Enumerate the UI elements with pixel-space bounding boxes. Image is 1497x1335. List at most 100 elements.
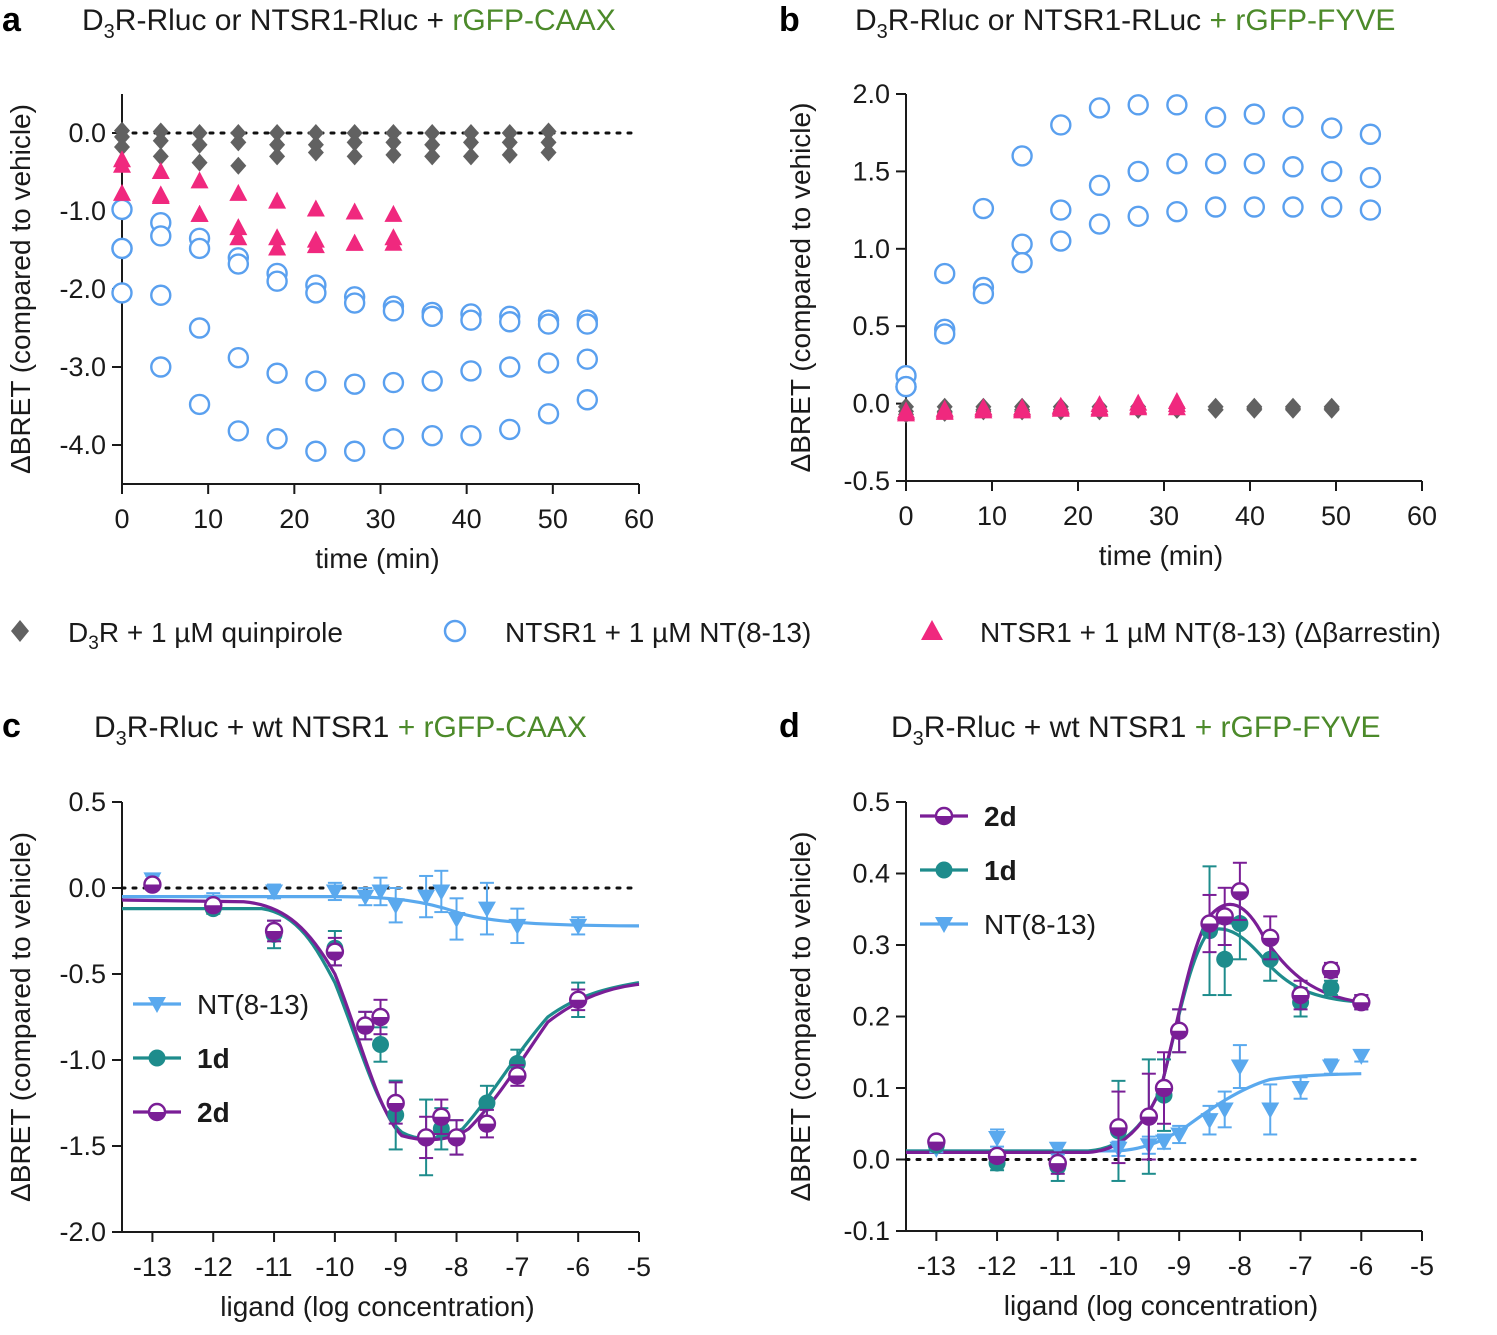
panel-c-x-tick-label: -9 (384, 1252, 408, 1282)
panel-a-y-tick-label: 0.0 (68, 118, 106, 148)
panel-a-point (229, 218, 248, 236)
panel-d-point (1352, 993, 1371, 1012)
panel-a-point (343, 440, 366, 462)
panel-a-point (537, 352, 560, 374)
panel-c-y-tick-label: -2.0 (59, 1217, 106, 1247)
panel-b-point (1282, 106, 1304, 128)
panel-d-point-fill (1216, 916, 1233, 925)
panel-c-point-fill (448, 1137, 465, 1146)
panel-d-x-tick-label: -13 (917, 1251, 956, 1281)
panel-c-point (477, 1114, 497, 1133)
panel-c-point-fill (509, 1075, 526, 1084)
panel-a-point (305, 440, 327, 462)
panel-a-point (343, 373, 366, 395)
panel-d-point-fill (1140, 1116, 1157, 1125)
panel-b-point (1204, 152, 1227, 175)
panel-a-point (188, 237, 211, 260)
panel-b-point (1050, 199, 1072, 221)
panel-a-point (150, 356, 172, 378)
panel-b-series-circle-open (895, 94, 1382, 398)
panel-d-point-fill (1201, 923, 1218, 932)
panel-d-point (1169, 1021, 1189, 1041)
panel-a-point (537, 313, 560, 335)
panel-d-legend: 2d 1d NT(8-13) (920, 801, 1096, 940)
panel-d-y-tick-label: 0.4 (852, 859, 890, 889)
panel-c-x-tick-label: -7 (505, 1252, 529, 1282)
panel-b-point (1090, 399, 1109, 417)
panel-d-point-fill (1353, 1002, 1370, 1011)
panel-b-point (1129, 398, 1148, 416)
panel-b-point (972, 197, 995, 220)
panel-a-point (382, 428, 405, 450)
panel-c-point (417, 889, 436, 906)
panel-d-point (1139, 1107, 1159, 1126)
panel-d-x-tick-label: -9 (1167, 1251, 1191, 1281)
panel-d-point (1215, 1102, 1234, 1119)
panel-a-point (113, 183, 131, 201)
panel-d-point-fill (1231, 891, 1248, 900)
panel-d-point (1200, 914, 1219, 933)
panel-a-x-axis-label: time (min) (315, 543, 439, 574)
panel-b-point (1285, 400, 1301, 419)
panel-a-point (346, 124, 363, 142)
panel-a-chart: 0.0 -1.0 -2.0 -3.0 -4.0 0 10 20 30 40 50 60 time (mi… (5, 94, 654, 574)
panel-c-point (447, 911, 466, 928)
panel-b-point (1320, 117, 1343, 139)
panel-d-y-tick-label: 0.1 (852, 1073, 890, 1103)
panel-d-point (987, 1146, 1007, 1166)
panel-b-point (1088, 213, 1111, 235)
panel-c-point-fill (357, 1025, 374, 1034)
panel-a-point (111, 237, 133, 260)
panel-d-point-fill (1110, 1127, 1127, 1136)
panel-d-point (1155, 1134, 1173, 1151)
panel-c-point (432, 884, 451, 901)
panel-a-y-tick-label: -4.0 (59, 430, 106, 460)
panel-c-point (265, 884, 284, 901)
panel-d-point (1321, 960, 1341, 980)
panel-d-point (1048, 1141, 1067, 1158)
panel-a-point (460, 309, 482, 331)
panel-a-point (266, 270, 288, 292)
panel-d-y-tick-label: 0.0 (852, 1145, 890, 1175)
panel-c-point (568, 990, 588, 1009)
panel-a-point (346, 147, 363, 166)
panel-d-point (1230, 1059, 1249, 1076)
legend-ntsr1-label: NTSR1 + 1 µM NT(8-13) (505, 617, 811, 648)
panel-d-x-tick-label: -5 (1410, 1251, 1434, 1281)
panel-a-point (150, 284, 172, 306)
panel-b-point (1011, 233, 1033, 255)
panel-c-series-2d (143, 875, 588, 1160)
panel-a-point (540, 143, 557, 162)
panel-b-x-tick-label: 30 (1149, 501, 1179, 531)
panel-a-x-tick-label: 10 (193, 504, 223, 534)
panel-a-point (268, 191, 287, 209)
panel-d-x-tick-label: -6 (1349, 1251, 1373, 1281)
panel-b-y-tick-label: -0.5 (843, 466, 890, 496)
panel-d-x-tick-label: -10 (1099, 1251, 1138, 1281)
panel-b-point (1320, 160, 1343, 183)
panel-b-y-tick-label: 1.0 (852, 234, 890, 264)
panel-a-y-tick-label: -1.0 (59, 196, 106, 226)
panel-a-point (462, 147, 479, 166)
panel-d-point-fill (928, 1141, 945, 1150)
panel-b-point (897, 404, 915, 422)
panel-b-point (1166, 94, 1188, 116)
panel-a-point (188, 317, 211, 339)
panel-a-title: D3R-Rluc or NTSR1-Rluc + rGFP-CAAX (82, 4, 616, 43)
panel-b-point (1243, 103, 1266, 125)
panel-b-point (935, 402, 954, 420)
panel-a-point (305, 282, 327, 304)
panel-b-point (974, 401, 993, 419)
panel-a-point (385, 145, 402, 164)
panel-c-point (372, 1036, 389, 1054)
panel-c-point-fill (570, 999, 587, 1008)
panel-c-point (386, 1093, 405, 1113)
panel-b-series-diamond (898, 397, 1340, 424)
panel-a-point (268, 238, 287, 256)
panel-b-x-axis-label: time (min) (1099, 540, 1223, 571)
panel-a-x-tick-label: 20 (279, 504, 309, 534)
panel-a-point (501, 145, 518, 164)
panel-a-point (266, 428, 288, 450)
panel-a-point (305, 370, 327, 392)
